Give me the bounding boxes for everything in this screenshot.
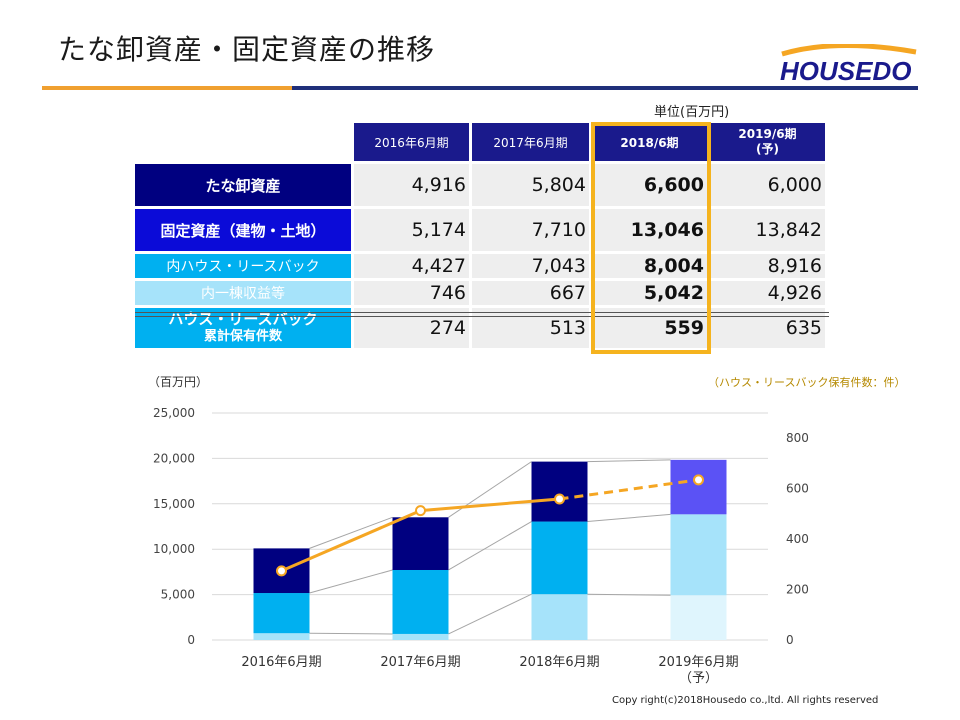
cell: 513 [472,308,589,348]
cell: 13,842 [710,209,825,251]
line-point [693,474,704,486]
line-point [554,493,565,505]
x-tick-label: 2018年6月期 [519,655,599,670]
title-underline [42,86,918,90]
row-label: 内一棟収益等 [135,281,351,305]
cell: 667 [472,281,589,305]
row-label: 内ハウス・リースバック [135,254,351,278]
row-label-line2: 累計保有件数 [203,329,282,344]
series-connector [587,593,671,596]
y2-tick-label: 400 [786,532,809,546]
table-row: 固定資産（建物・土地） 5,174 7,710 13,046 13,842 [135,209,825,251]
line-segment [420,497,560,513]
y-tick-label: 0 [187,633,195,647]
y2-tick-label: 600 [786,482,809,496]
series-connector [309,516,393,549]
row-label: ハウス・リースバック 累計保有件数 [135,308,351,348]
row-label-line1: ハウス・リースバック [168,310,318,328]
bar-segment [670,514,727,596]
y2-tick-label: 200 [786,583,809,597]
bar-segment [392,569,449,634]
cell: 559 [592,308,707,348]
col-header: 2017年6月期 [472,123,589,161]
bar-segment [670,595,727,640]
cell: 274 [354,308,469,348]
x-tick-label: 2016年6月期 [241,655,321,670]
table-row: 内一棟収益等 746 667 5,042 4,926 [135,281,825,305]
bar-segment [253,593,310,634]
bar-segment [392,517,449,570]
highlight-2018-column [591,122,711,354]
cell: 5,042 [592,281,707,305]
cell: 7,043 [472,254,589,278]
y-tick-label: 20,000 [153,451,195,465]
series-connector [309,632,393,635]
cell: 6,600 [592,164,707,206]
cell: 4,427 [354,254,469,278]
y2-tick-label: 0 [786,633,794,647]
series-connector [448,593,532,635]
cell: 5,804 [472,164,589,206]
y-tick-label: 15,000 [153,497,195,511]
asset-table: 2016年6月期 2017年6月期 2018/6期 2019/6期 (予) たな… [132,120,828,351]
cell: 635 [710,308,825,348]
x-tick-label: 2017年6月期 [380,655,460,670]
line-segment [559,478,699,501]
col-header: 2016年6月期 [354,123,469,161]
copyright: Copy right(c)2018Housedo co.,ltd. All ri… [612,695,879,706]
table-row: 内ハウス・リースバック 4,427 7,043 8,004 8,916 [135,254,825,278]
y2-tick-label: 800 [786,431,809,445]
cell: 8,004 [592,254,707,278]
table-header-row: 2016年6月期 2017年6月期 2018/6期 2019/6期 (予) [135,123,825,161]
cell: 4,916 [354,164,469,206]
series-connector [448,461,532,518]
bar-segment [531,461,588,522]
svg-text:HOUSEDO: HOUSEDO [780,56,911,86]
page-title: たな卸資産・固定資産の推移 [58,33,436,66]
y-tick-label: 25,000 [153,406,195,420]
series-connector [587,459,671,463]
series-connector [309,569,393,594]
x-tick-label: 2019年6月期 [658,655,738,670]
asset-chart: 25,000 20,000 15,000 10,000 5,000 0 800 600 400 2… [148,375,905,686]
bar-segment [392,633,449,640]
col-header: 2019/6期 (予) [710,123,825,161]
y-tick-label: 10,000 [153,542,195,556]
company-logo: HOUSEDO [780,44,917,86]
line-segment [280,509,422,573]
cell: 6,000 [710,164,825,206]
x-tick-label: （予） [679,671,718,686]
line-point [415,505,426,517]
bar-segment [670,459,727,515]
bar-segment [531,521,588,595]
cell: 5,174 [354,209,469,251]
y2-axis-label: （ハウス・リースバック保有件数：件） [708,375,905,389]
series-connector [587,513,671,523]
bar-segment [531,594,588,640]
row-label: 固定資産（建物・土地） [135,209,351,251]
cell: 746 [354,281,469,305]
series-connector [448,521,532,571]
cell: 13,046 [592,209,707,251]
cell: 8,916 [710,254,825,278]
cell: 4,926 [710,281,825,305]
table-row: ハウス・リースバック 累計保有件数 274 513 559 635 [135,308,825,348]
table-divider [135,312,829,317]
y-tick-label: 5,000 [161,588,195,602]
row-label: たな卸資産 [135,164,351,206]
line-point [276,565,287,577]
y-axis-label: （百万円） [148,375,208,389]
table-row: たな卸資産 4,916 5,804 6,600 6,000 [135,164,825,206]
cell: 7,710 [472,209,589,251]
col-header: 2018/6期 [592,123,707,161]
unit-label: 単位(百万円) [654,105,730,120]
bar-segment [253,633,310,640]
